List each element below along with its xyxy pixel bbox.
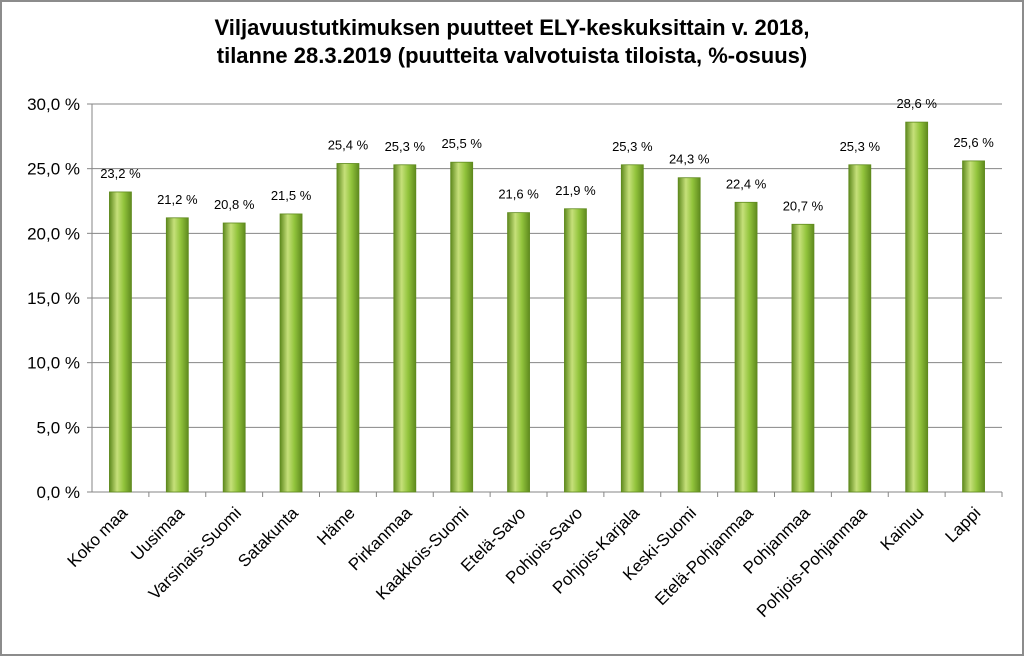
bar: [848, 164, 872, 493]
bar: [336, 163, 360, 493]
bar: [677, 177, 701, 493]
y-tick-label: 0,0 %: [37, 483, 80, 502]
data-label: 25,3 %: [612, 139, 653, 154]
data-label: 25,3 %: [840, 139, 881, 154]
x-tick-label: Koko maa: [64, 503, 132, 571]
x-tick-label: Etelä-Pohjanmaa: [651, 503, 757, 609]
data-label: 22,4 %: [726, 176, 767, 191]
y-tick-label: 30,0 %: [27, 95, 80, 114]
y-tick-label: 25,0 %: [27, 160, 80, 179]
data-label: 23,2 %: [100, 166, 141, 181]
bar: [109, 191, 132, 493]
data-label: 24,3 %: [669, 152, 710, 167]
y-tick-label: 10,0 %: [27, 354, 80, 373]
chart-title: Viljavuustutkimuksen puutteet ELY-keskuk…: [2, 14, 1022, 70]
bar: [507, 212, 530, 493]
data-label: 20,8 %: [214, 197, 255, 212]
chart-title-line-2: tilanne 28.3.2019 (puutteita valvotuista…: [216, 43, 808, 68]
y-tick-label: 5,0 %: [37, 418, 80, 437]
bar: [734, 201, 758, 493]
bar: [962, 160, 985, 493]
data-label: 25,6 %: [953, 135, 994, 150]
x-tick-label: Lappi: [942, 503, 985, 546]
data-label: 21,2 %: [157, 192, 198, 207]
data-label: 21,6 %: [498, 187, 539, 202]
bar: [620, 164, 644, 493]
y-tick-label: 15,0 %: [27, 289, 80, 308]
bar: [450, 161, 474, 493]
data-label: 25,5 %: [441, 136, 482, 151]
bar: [393, 164, 417, 493]
bar: [564, 208, 587, 493]
bar: [222, 222, 246, 493]
data-label: 28,6 %: [896, 96, 937, 111]
data-label: 20,7 %: [783, 198, 824, 213]
bar: [279, 213, 303, 493]
data-label: 25,4 %: [328, 137, 369, 152]
bar: [791, 223, 815, 493]
data-label: 25,3 %: [385, 139, 426, 154]
x-tick-label: Kainuu: [877, 503, 928, 554]
x-tick-label: Häme: [313, 503, 359, 549]
data-label: 21,5 %: [271, 188, 312, 203]
chart-title-line-1: Viljavuustutkimuksen puutteet ELY-keskuk…: [214, 15, 810, 40]
bar: [905, 121, 929, 493]
y-tick-label: 20,0 %: [27, 224, 80, 243]
data-label: 21,9 %: [555, 183, 596, 198]
x-tick-label: Satakunta: [234, 503, 302, 571]
x-tick-label: Pohjois-Pohjanmaa: [753, 503, 871, 621]
bar: [165, 217, 189, 493]
